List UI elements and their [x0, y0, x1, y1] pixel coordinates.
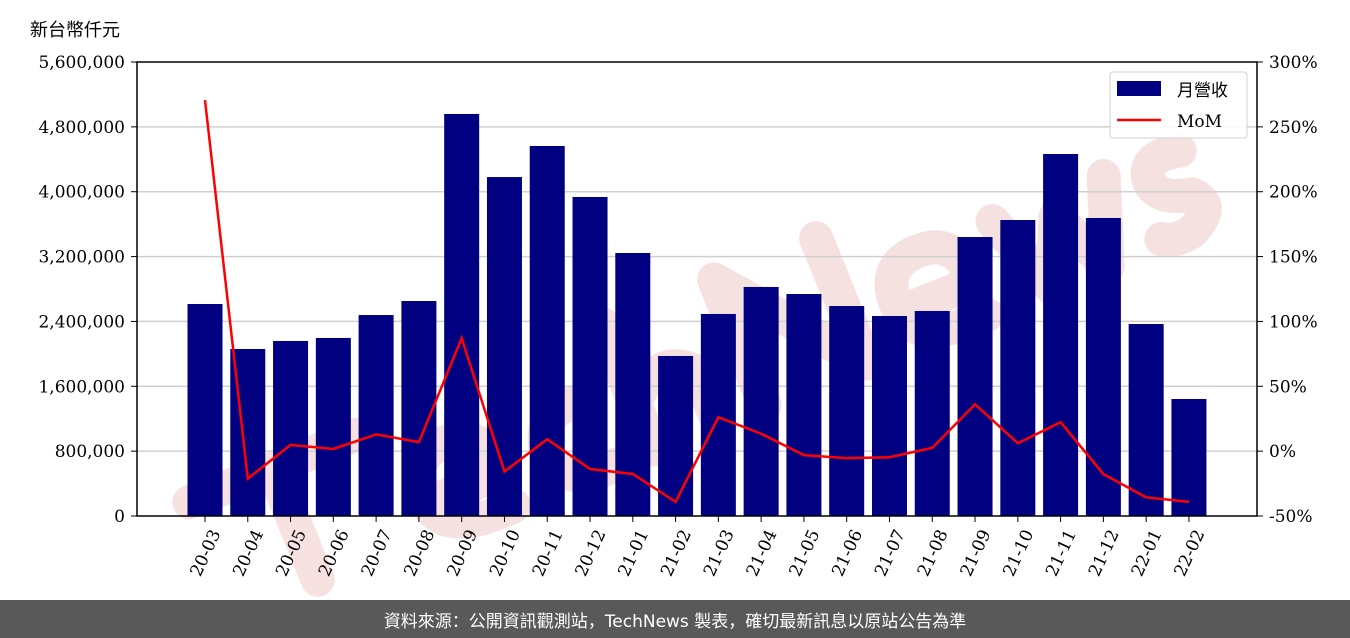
bar-20-10: [486, 177, 522, 517]
bar-20-06: [315, 337, 351, 516]
y2-tick-label: 300%: [1269, 53, 1318, 73]
x-tick-label: 21-07: [871, 527, 910, 580]
bar-21-03: [700, 313, 736, 516]
bar-21-02: [658, 355, 694, 516]
bar-20-09: [444, 113, 480, 516]
y2-tick-label: 200%: [1269, 183, 1318, 203]
x-tick-label: 21-09: [957, 527, 996, 580]
y2-tick-label: 250%: [1269, 118, 1318, 138]
y-tick-label: 3,200,000: [38, 248, 125, 268]
y-tick-label: 800,000: [55, 442, 125, 462]
bar-22-01: [1128, 324, 1164, 516]
bar-21-06: [829, 306, 865, 516]
x-tick-label: 21-06: [828, 527, 867, 580]
bar-21-01: [615, 253, 651, 517]
x-tick-label: 21-02: [657, 527, 696, 580]
y-tick-label: 4,800,000: [38, 118, 125, 138]
x-tick-label: 20-03: [187, 527, 226, 580]
x-tick-label: 21-04: [743, 527, 782, 580]
bar-20-03: [187, 303, 223, 516]
x-tick-label: 20-08: [400, 527, 439, 580]
y2-tick-label: 100%: [1269, 312, 1318, 332]
x-tick-label: 21-08: [914, 527, 953, 580]
y-axis-unit-label: 新台幣仟元: [30, 20, 120, 41]
bar-21-11: [1043, 154, 1079, 517]
bar-21-05: [786, 294, 822, 516]
bar-20-05: [273, 340, 309, 516]
x-tick-label: 22-02: [1171, 527, 1210, 580]
x-tick-label: 20-12: [572, 527, 611, 580]
bar-21-04: [743, 286, 779, 516]
x-tick-label: 21-11: [1042, 527, 1081, 580]
bar-21-08: [914, 310, 950, 516]
y-tick-label: 5,600,000: [38, 53, 125, 73]
y-tick-label: 1,600,000: [38, 377, 125, 397]
x-tick-label: 21-12: [1085, 527, 1124, 580]
bar-21-10: [1000, 220, 1036, 516]
x-tick-label: 21-03: [700, 527, 739, 580]
x-tick-label: 21-10: [999, 527, 1038, 580]
x-tick-label: 21-01: [614, 527, 653, 580]
watermark-stroke: [1130, 133, 1222, 257]
y2-tick-label: 50%: [1269, 377, 1307, 397]
legend-bar-swatch: [1117, 81, 1161, 96]
bar-20-12: [572, 196, 608, 516]
x-tick-label: 21-05: [785, 527, 824, 580]
bar-21-09: [957, 237, 993, 517]
bar-20-11: [529, 145, 565, 517]
y-tick-label: 0: [114, 507, 125, 527]
source-footer: 資料來源：公開資訊觀測站，TechNews 製表，確切最新訊息以原站公告為準: [0, 600, 1350, 638]
x-tick-label: 22-01: [1128, 527, 1167, 580]
x-tick-label: 20-10: [486, 527, 525, 580]
y-tick-label: 2,400,000: [38, 312, 125, 332]
y2-tick-label: 150%: [1269, 248, 1318, 268]
bar-20-08: [401, 300, 437, 516]
revenue-chart: 0 800,000 1,600,000 2,400,000 3,200,000 4,000…: [38, 53, 1318, 597]
bar-22-02: [1171, 399, 1207, 516]
plot-frame: [136, 61, 1258, 517]
legend-label-mom: MoM: [1177, 112, 1222, 132]
y2-tick-label: -50%: [1269, 507, 1313, 527]
bar-21-07: [871, 315, 907, 516]
x-tick-label: 20-07: [358, 527, 397, 580]
mom-line: [203, 99, 1190, 504]
bar-20-07: [358, 315, 394, 516]
x-tick-label: 20-11: [529, 527, 568, 580]
y-tick-label: 4,000,000: [38, 183, 125, 203]
legend-label-revenue: 月營收: [1177, 81, 1228, 101]
y2-tick-label: 0%: [1269, 442, 1296, 462]
bar-21-12: [1085, 217, 1121, 516]
x-tick-label: 20-04: [229, 527, 268, 580]
